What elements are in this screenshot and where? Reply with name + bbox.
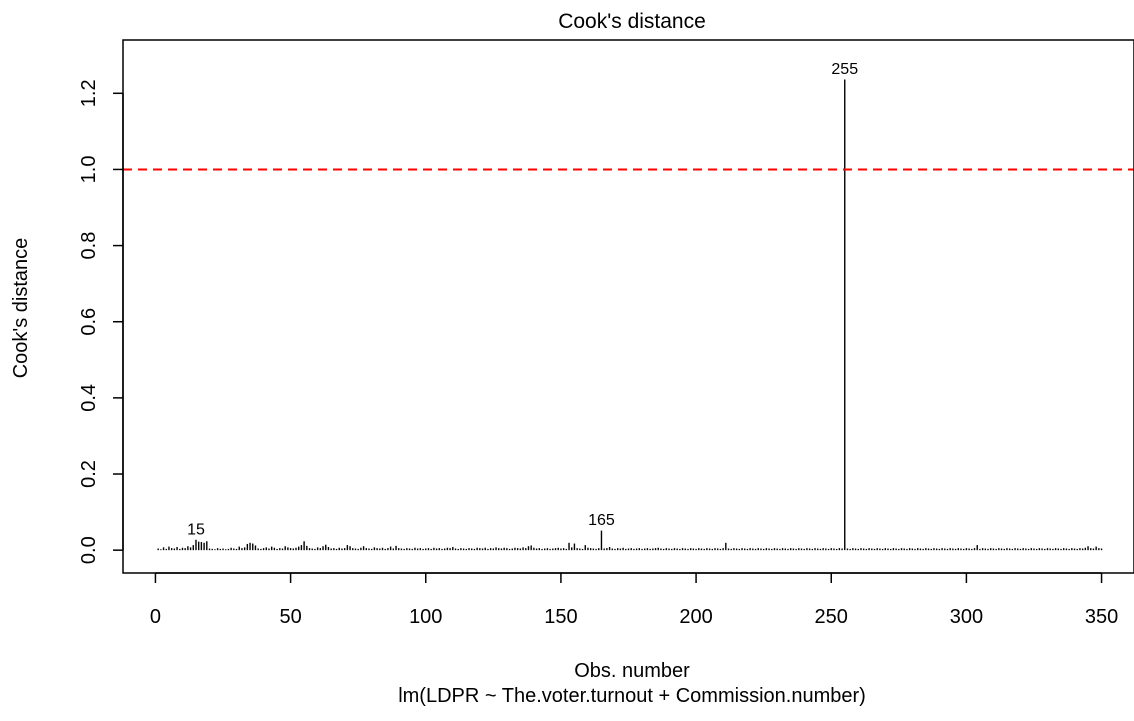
y-axis-label: Cook's distance [10,238,32,379]
point-label-15: 15 [187,521,205,538]
x-tick-label-150: 150 [544,606,577,628]
plot-frame [122,39,1134,574]
x-axis: 0 50 100 150 200 250 300 350 [150,572,1118,628]
bars-group [157,79,1103,551]
y-tick-label-0.2: 0.2 [78,460,100,488]
y-tick-label-0.6: 0.6 [78,308,100,336]
point-label-255: 255 [831,61,858,78]
y-tick-label-0.8: 0.8 [78,232,100,260]
y-tick-label-1.0: 1.0 [78,156,100,184]
y-tick-label-0.0: 0.0 [78,536,100,564]
x-axis-label: Obs. number [574,660,690,682]
x-tick-label-0: 0 [150,606,161,628]
x-tick-label-350: 350 [1085,606,1118,628]
x-tick-label-300: 300 [950,606,983,628]
y-axis: 0.0 0.2 0.4 0.6 0.8 1.0 1.2 [78,79,124,564]
x-tick-label-100: 100 [409,606,442,628]
x-tick-label-250: 250 [815,606,848,628]
chart-title: Cook's distance [558,10,706,33]
x-tick-label-200: 200 [679,606,712,628]
chart-subtitle: lm(LDPR ~ The.voter.turnout + Commission… [398,685,866,707]
point-labels-group: 15 165 255 [187,61,858,538]
y-tick-label-0.4: 0.4 [78,384,100,412]
x-tick-label-50: 50 [279,606,301,628]
y-tick-label-1.2: 1.2 [78,79,100,107]
point-label-165: 165 [588,512,615,529]
